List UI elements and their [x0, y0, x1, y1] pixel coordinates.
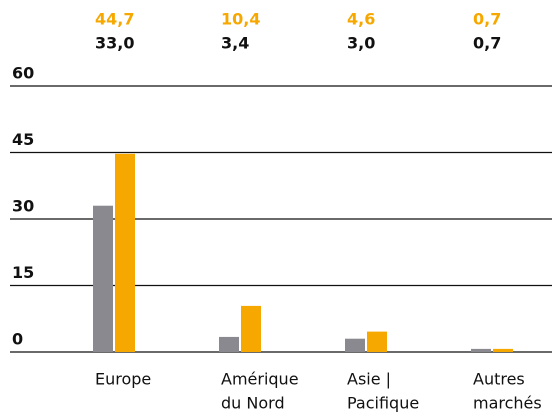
bar	[93, 205, 113, 352]
bar	[345, 338, 365, 352]
bar	[219, 336, 239, 352]
y-tick-label: 30	[12, 197, 34, 216]
x-tick-label: Pacifique	[347, 394, 419, 412]
value-label: 0,7	[473, 10, 501, 29]
y-tick-label: 60	[12, 64, 34, 83]
bar	[115, 153, 135, 352]
value-label: 3,4	[221, 34, 249, 53]
x-tick-label: Autres	[473, 370, 525, 389]
bar	[367, 331, 387, 352]
bar	[493, 348, 513, 352]
x-tick-label: marchés	[473, 394, 542, 412]
y-tick-label: 0	[12, 330, 23, 349]
bar	[471, 348, 491, 352]
value-label: 4,6	[347, 10, 375, 29]
bar	[241, 305, 261, 352]
x-tick-label: du Nord	[221, 394, 285, 412]
value-label: 33,0	[95, 34, 134, 53]
x-tick-label: Amérique	[221, 370, 299, 389]
x-tick-label: Asie |	[347, 370, 391, 389]
x-tick-label: Europe	[95, 370, 151, 389]
y-tick-label: 15	[12, 263, 34, 282]
value-label: 10,4	[221, 10, 260, 29]
value-label: 44,7	[95, 10, 134, 29]
value-label: 3,0	[347, 34, 375, 53]
y-tick-label: 45	[12, 130, 34, 149]
value-label: 0,7	[473, 34, 501, 53]
